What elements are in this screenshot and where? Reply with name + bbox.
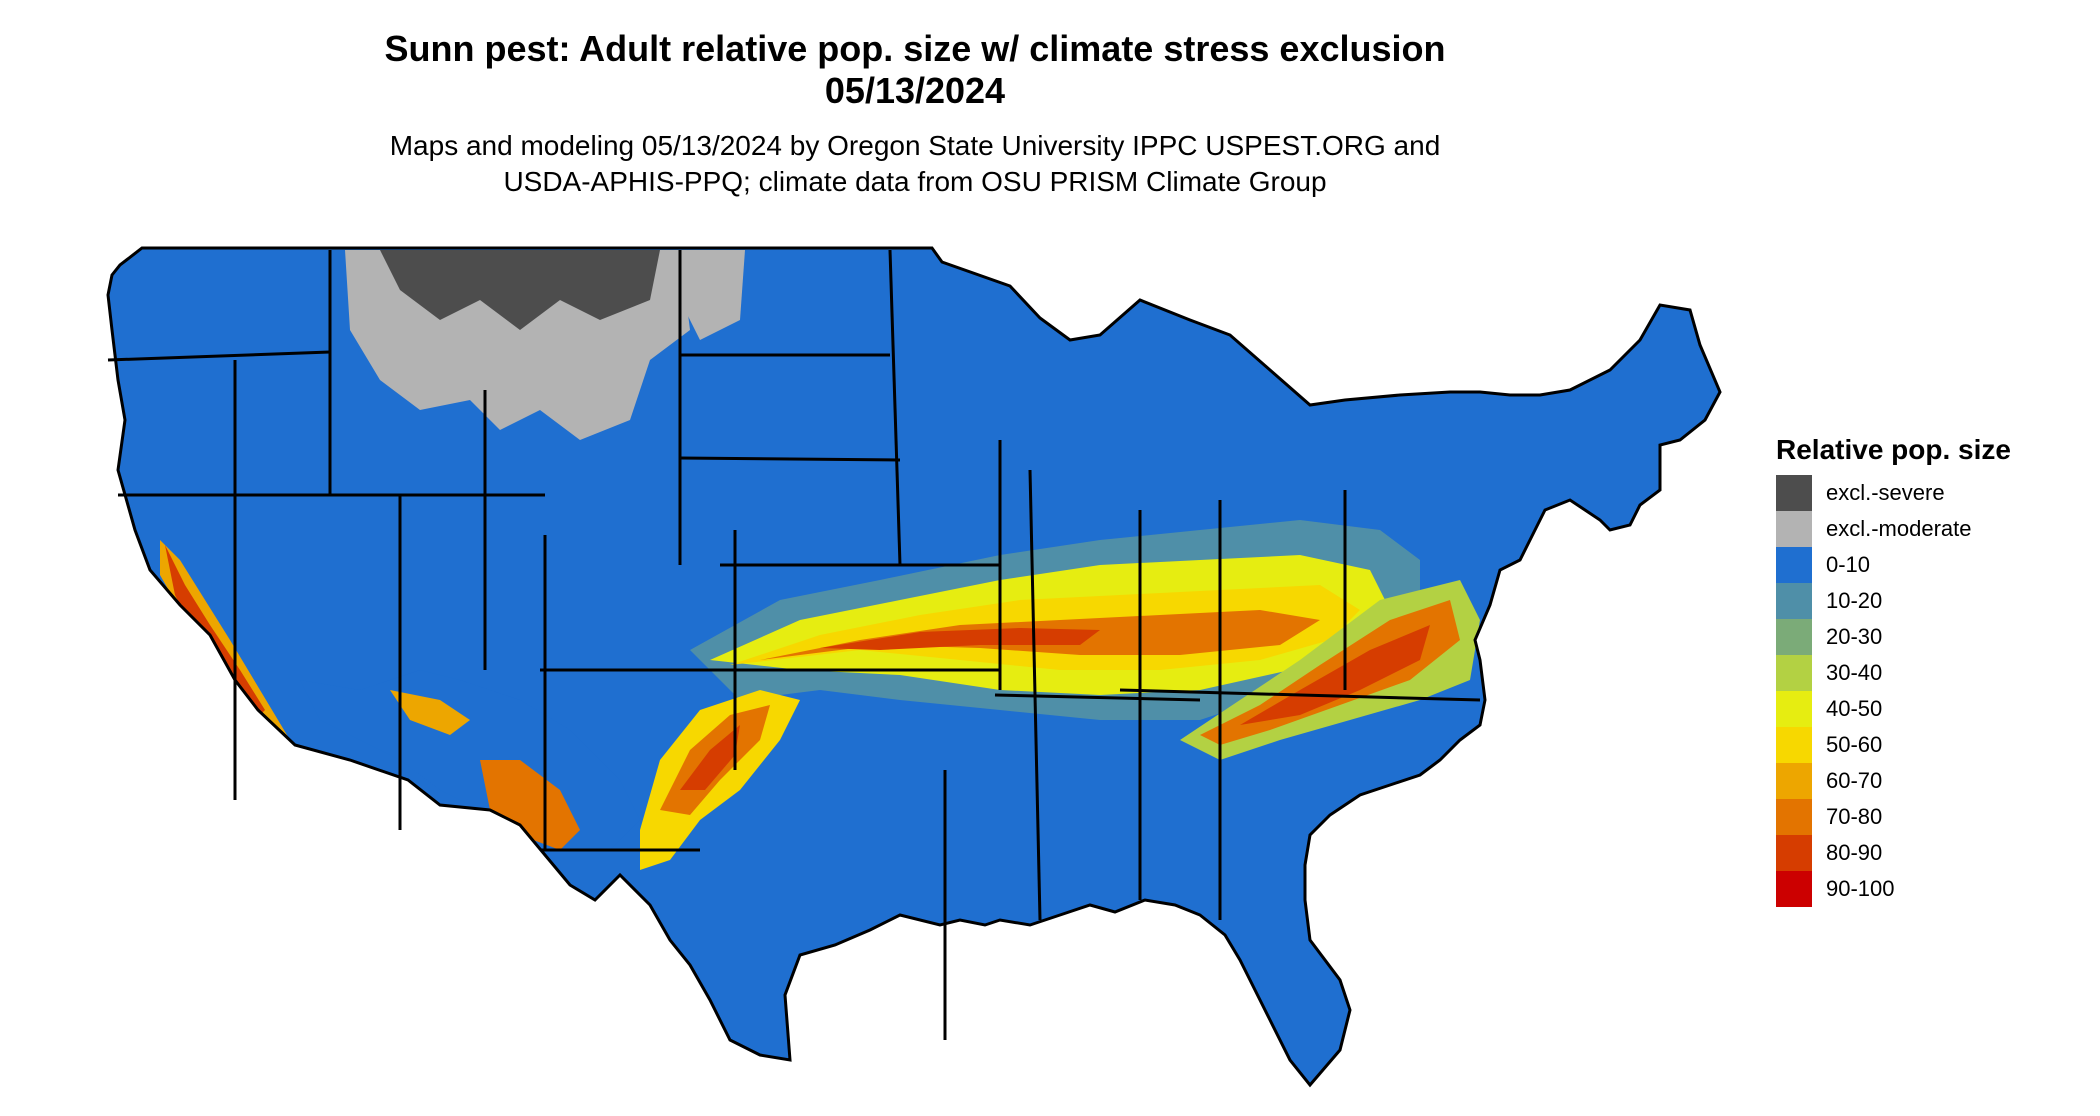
legend-label: 0-10 (1826, 552, 1871, 577)
legend-label: 90-100 (1826, 876, 1895, 901)
state-boundaries (106, 246, 1722, 1088)
legend-item: 20-30 (1776, 619, 1882, 655)
map-title-line-1: Sunn pest: Adult relative pop. size w/ c… (384, 28, 1446, 69)
legend-swatch (1776, 871, 1812, 907)
legend-item: 30-40 (1776, 655, 1882, 691)
legend-label: 50-60 (1826, 732, 1883, 757)
legend-swatch (1776, 835, 1812, 871)
legend-item: 10-20 (1776, 583, 1882, 619)
legend-label: 10-20 (1826, 588, 1883, 613)
legend-item: 70-80 (1776, 799, 1882, 835)
legend-item: 60-70 (1776, 763, 1882, 799)
legend-swatch (1776, 763, 1812, 799)
legend-swatch (1776, 475, 1812, 511)
legend-swatch (1776, 547, 1812, 583)
legend-swatch (1776, 583, 1812, 619)
legend-swatch (1776, 619, 1812, 655)
legend-label: 30-40 (1826, 660, 1883, 685)
legend-swatch (1776, 727, 1812, 763)
legend-swatch (1776, 691, 1812, 727)
legend-label: 70-80 (1826, 804, 1883, 829)
legend-item: excl.-moderate (1776, 511, 1972, 547)
legend-label: 80-90 (1826, 840, 1883, 865)
map-subtitle-line-1: Maps and modeling 05/13/2024 by Oregon S… (389, 130, 1441, 161)
legend-label: 20-30 (1826, 624, 1883, 649)
legend-swatch (1776, 511, 1812, 547)
legend-item: 80-90 (1776, 835, 1882, 871)
legend-item: 50-60 (1776, 727, 1882, 763)
legend-item: excl.-severe (1776, 475, 1945, 511)
legend-item: 0-10 (1776, 547, 1870, 583)
legend-label: 40-50 (1826, 696, 1883, 721)
legend-label: excl.-severe (1826, 480, 1945, 505)
map-title-line-2: 05/13/2024 (824, 70, 1006, 111)
legend-label: excl.-moderate (1826, 516, 1972, 541)
us-choropleth-map (106, 246, 1722, 1088)
legend-swatch (1776, 655, 1812, 691)
legend-title: Relative pop. size (1776, 434, 2011, 465)
legend-swatch (1776, 799, 1812, 835)
legend-label: 60-70 (1826, 768, 1883, 793)
legend-item: 90-100 (1776, 871, 1895, 907)
legend-item: 40-50 (1776, 691, 1882, 727)
map-subtitle-line-2: USDA-APHIS-PPQ; climate data from OSU PR… (503, 166, 1327, 197)
